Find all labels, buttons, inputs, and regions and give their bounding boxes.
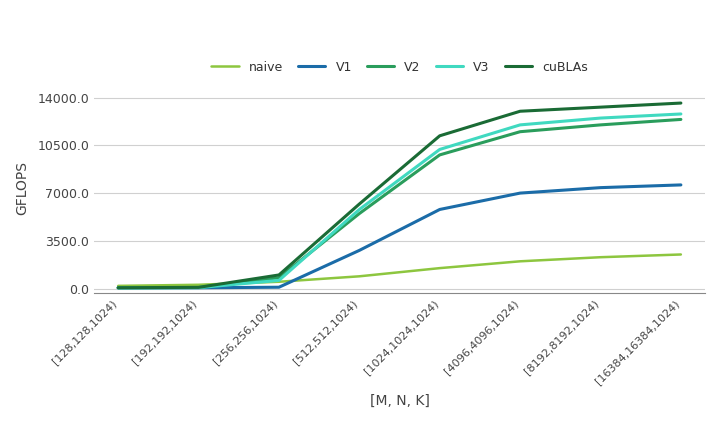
V2	[677, 117, 685, 122]
V3	[274, 278, 283, 283]
V1	[516, 190, 524, 195]
naive	[114, 283, 122, 288]
V3	[114, 285, 122, 290]
V3	[677, 111, 685, 116]
V2	[436, 152, 444, 157]
V3	[194, 285, 203, 290]
naive	[355, 274, 364, 279]
cuBLAs	[194, 285, 203, 290]
V2	[274, 275, 283, 280]
Legend: naive, V1, V2, V3, cuBLAs: naive, V1, V2, V3, cuBLAs	[211, 61, 588, 74]
cuBLAs	[677, 101, 685, 106]
V1	[194, 285, 203, 290]
V1	[677, 182, 685, 187]
naive	[516, 259, 524, 264]
V1	[596, 185, 605, 190]
V2	[596, 122, 605, 127]
cuBLAs	[274, 272, 283, 277]
cuBLAs	[516, 109, 524, 114]
Line: V3: V3	[118, 114, 681, 288]
Line: cuBLAs: cuBLAs	[118, 103, 681, 288]
X-axis label: [M, N, K]: [M, N, K]	[369, 394, 429, 408]
V1	[274, 285, 283, 290]
V3	[355, 207, 364, 212]
naive	[194, 282, 203, 287]
cuBLAs	[114, 285, 122, 290]
cuBLAs	[355, 201, 364, 206]
V3	[516, 122, 524, 127]
V2	[114, 285, 122, 290]
Line: V1: V1	[118, 185, 681, 288]
naive	[596, 255, 605, 260]
V3	[596, 115, 605, 121]
V3	[436, 147, 444, 152]
Line: naive: naive	[118, 255, 681, 286]
V2	[516, 129, 524, 134]
V1	[436, 207, 444, 212]
naive	[677, 252, 685, 257]
V2	[194, 285, 203, 290]
cuBLAs	[436, 133, 444, 138]
cuBLAs	[596, 104, 605, 110]
naive	[274, 279, 283, 284]
V1	[114, 286, 122, 291]
V2	[355, 211, 364, 216]
V1	[355, 248, 364, 253]
naive	[436, 266, 444, 271]
Line: V2: V2	[118, 119, 681, 288]
Y-axis label: GFLOPS: GFLOPS	[15, 161, 29, 215]
